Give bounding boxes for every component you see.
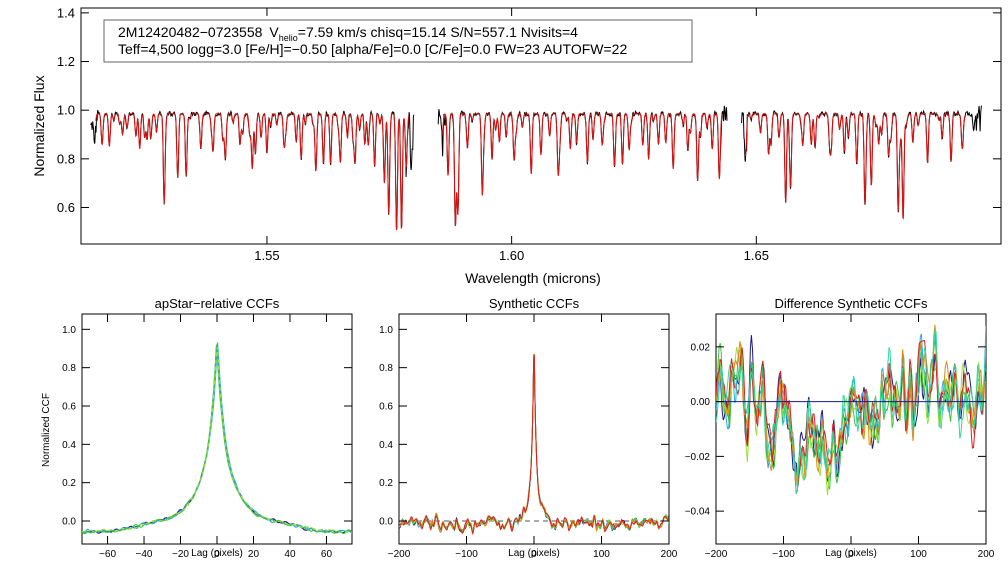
synthetic-frame <box>398 313 670 545</box>
synthetic-ccf-visit-3 <box>399 356 669 533</box>
x-tick-label: 1.60 <box>499 248 524 263</box>
y-tick-label: 0.0 <box>62 517 76 528</box>
x-tick-label: 200 <box>661 549 678 560</box>
x-tick-label: 0 <box>531 549 537 560</box>
spectrum-panel: 1.55 1.60 1.65 0.6 0.8 1.0 1.2 1.4 2M12420482−0… <box>31 5 1002 286</box>
y-tick-label: 0.4 <box>379 440 393 451</box>
y-tick-label: 1.4 <box>57 5 75 20</box>
synthetic-title: Synthetic CCFs <box>489 296 580 311</box>
y-tick-label: 0.6 <box>57 200 75 215</box>
apstar-ccf-visit-3 <box>82 344 352 535</box>
x-tick-label: −100 <box>455 549 478 560</box>
spectrum-ticks: 1.55 1.60 1.65 0.6 0.8 1.0 1.2 1.4 <box>57 5 1001 263</box>
difference-ccf-visit-7 <box>716 328 986 495</box>
x-tick-label: 100 <box>910 549 927 560</box>
annotation-v-subscript: helio <box>279 33 298 43</box>
difference-title: Difference Synthetic CCFs <box>775 296 928 311</box>
x-tick-label: −200 <box>705 549 728 560</box>
model-spectrum-line <box>744 113 966 220</box>
y-tick-label: 0.02 <box>691 342 711 353</box>
y-tick-label: 1.0 <box>62 325 76 336</box>
x-tick-label: 1.65 <box>744 248 769 263</box>
spectrum-annotation-box <box>103 19 693 63</box>
x-tick-label: −40 <box>136 549 153 560</box>
apstar-title: apStar−relative CCFs <box>155 296 280 311</box>
annotation-line2: Teff=4,500 logg=3.0 [Fe/H]=−0.50 [alpha/… <box>118 41 627 57</box>
y-tick-label: 1.2 <box>57 54 75 69</box>
y-tick-label: 1.0 <box>379 325 393 336</box>
observed-spectrum-line <box>90 109 415 230</box>
y-tick-label: 0.8 <box>57 151 75 166</box>
synthetic-ccf-visit-6 <box>399 353 669 536</box>
annotation-stats: =7.59 km/s chisq=15.14 S/N=557.1 Nvisits… <box>298 24 578 40</box>
apstar-ylabel: Normalized CCF <box>41 393 52 467</box>
y-tick-label: 0.2 <box>62 478 76 489</box>
x-tick-label: 60 <box>321 549 333 560</box>
synthetic-ccf-panel: −200 −100 0 100 200 0.0 0.2 0.4 0.6 0.8 1.0 Synthe… <box>379 296 678 560</box>
model-spectrum-line <box>442 113 723 227</box>
difference-ticks: −200 −100 0 100 200 −0.04 −0.02 0.00 0.02 <box>685 314 995 560</box>
x-tick-label: 20 <box>248 549 260 560</box>
model-spectrum-line <box>95 113 410 230</box>
difference-xlabel: Lag (pixels) <box>825 548 877 559</box>
apstar-ticks: −60 −40 −20 0 20 40 60 0.0 0.2 0.4 0.6 0.8 1.0 <box>62 314 352 560</box>
synthetic-ticks: −200 −100 0 100 200 0.0 0.2 0.4 0.6 0.8 1.0 <box>379 314 678 560</box>
y-tick-label: 0.4 <box>62 440 76 451</box>
spectrum-xlabel: Wavelength (microns) <box>465 270 601 286</box>
x-tick-label: 40 <box>284 549 296 560</box>
synthetic-ccf-visit-1 <box>399 358 669 533</box>
y-tick-label: 0.6 <box>379 402 393 413</box>
y-tick-label: −0.02 <box>685 452 711 463</box>
y-tick-label: 0.8 <box>379 363 393 374</box>
apstar-ccf-visit-2 <box>82 342 352 534</box>
synthetic-ccf-visit-4 <box>399 354 669 533</box>
difference-frame <box>715 313 987 545</box>
x-tick-label: 1.55 <box>254 248 279 263</box>
y-tick-label: 0.2 <box>379 478 393 489</box>
x-tick-label: −20 <box>172 549 189 560</box>
spectrum-traces <box>90 105 982 230</box>
y-tick-label: 0.8 <box>62 363 76 374</box>
x-tick-label: −200 <box>388 549 411 560</box>
x-tick-label: 0 <box>848 549 854 560</box>
x-tick-label: −60 <box>99 549 116 560</box>
x-tick-label: 200 <box>978 549 995 560</box>
annotation-line1: 2M12420482−0723558 Vhelio=7.59 km/s chisq… <box>118 24 578 43</box>
apstar-ccf-visit-4 <box>82 347 352 534</box>
y-tick-label: −0.04 <box>685 507 711 518</box>
y-tick-label: 1.0 <box>57 103 75 118</box>
synthetic-xlabel: Lag (pixels) <box>508 548 560 559</box>
synthetic-ccf-visit-2 <box>399 356 669 534</box>
synthetic-ccf-visit-5 <box>399 356 669 534</box>
x-tick-label: 0 <box>214 549 220 560</box>
difference-ccf-panel: −200 −100 0 100 200 −0.04 −0.02 0.00 0.02 Differ… <box>685 296 995 560</box>
apstar-traces <box>82 342 352 535</box>
apstar-ccf-visit-1 <box>82 346 352 534</box>
x-tick-label: −100 <box>772 549 795 560</box>
apstar-xlabel: Lag (pixels) <box>191 548 243 559</box>
y-tick-label: 0.0 <box>379 517 393 528</box>
apstar-ccf-panel: −60 −40 −20 0 20 40 60 0.0 0.2 0.4 0.6 0.8 1.0 apSta… <box>41 296 353 560</box>
synthetic-traces <box>399 353 669 536</box>
y-tick-label: 0.00 <box>691 397 711 408</box>
annotation-object: 2M12420482−0723558 <box>118 24 263 40</box>
difference-ccf-visit-6 <box>716 339 986 494</box>
spectrum-ylabel: Normalized Flux <box>31 75 47 176</box>
y-tick-label: 0.6 <box>62 402 76 413</box>
annotation-v: V <box>269 24 279 40</box>
x-tick-label: 100 <box>593 549 610 560</box>
difference-traces <box>716 324 986 496</box>
spectrum-frame <box>80 7 1002 245</box>
